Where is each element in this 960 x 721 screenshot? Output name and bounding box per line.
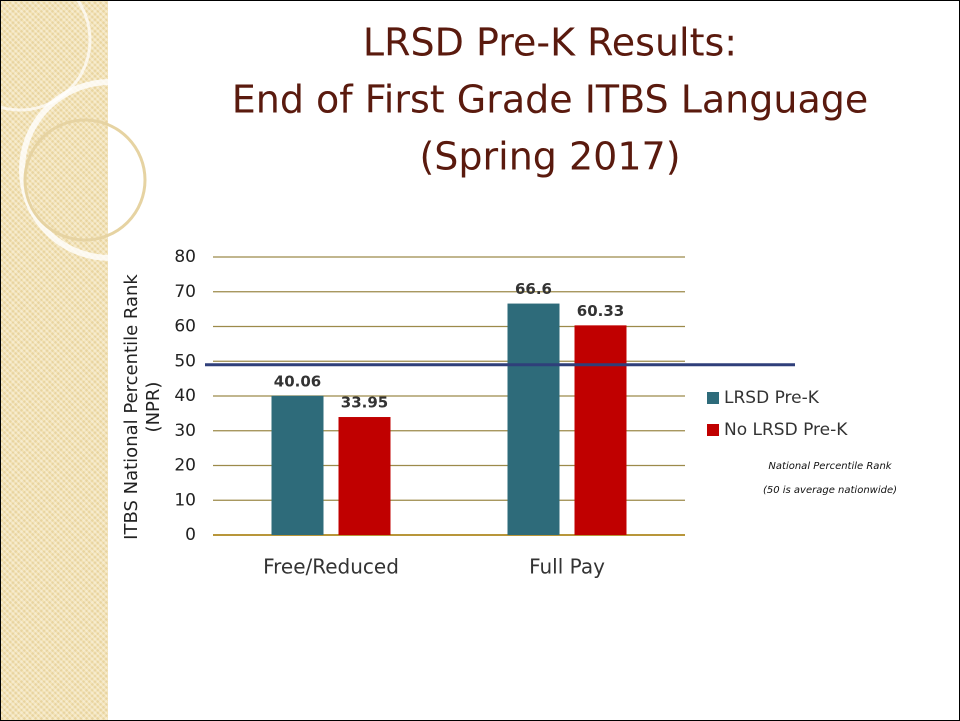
y-tick-label: 0 [185, 525, 196, 545]
y-tick-label: 10 [174, 490, 196, 510]
y-tick-label: 30 [174, 421, 196, 441]
y-axis-label: ITBS National Percentile Rank (NPR) [121, 274, 164, 540]
y-tick-label: 50 [174, 351, 196, 371]
y-tick-label: 60 [174, 317, 196, 337]
bar [574, 325, 627, 535]
data-label: 60.33 [577, 302, 624, 320]
y-tick-label: 20 [174, 456, 196, 476]
decor-circle [19, 79, 201, 261]
title-line: (Spring 2017) [419, 135, 680, 179]
decor-circle [23, 118, 147, 242]
legend-swatch [707, 392, 719, 404]
bar [507, 303, 560, 535]
decor-circle [0, 0, 92, 112]
annotation: National Percentile Rank [768, 461, 892, 472]
bar [338, 417, 391, 535]
bar [271, 395, 324, 535]
title-line: End of First Grade ITBS Language [232, 78, 869, 122]
data-label: 33.95 [341, 394, 388, 412]
legend-swatch [707, 424, 719, 436]
y-tick-label: 40 [174, 386, 196, 406]
data-label: 40.06 [274, 372, 321, 390]
x-tick-label: Full Pay [529, 555, 605, 579]
annotation: (50 is average nationwide) [763, 485, 897, 496]
title-line: LRSD Pre-K Results: [363, 21, 737, 65]
data-label: 66.6 [515, 280, 552, 298]
y-tick-label: 80 [174, 247, 196, 267]
legend-label: LRSD Pre-K [724, 388, 820, 408]
y-tick-label: 70 [174, 282, 196, 302]
x-tick-label: Free/Reduced [263, 555, 399, 579]
legend-label: No LRSD Pre-K [724, 420, 848, 440]
